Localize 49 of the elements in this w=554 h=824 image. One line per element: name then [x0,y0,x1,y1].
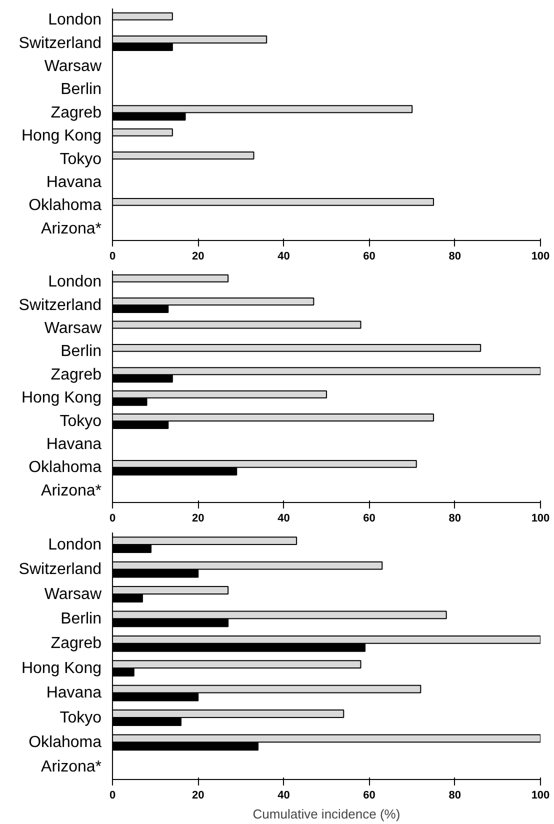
x-tick-label: 20 [192,512,204,524]
y-tick-label: Oklahoma [28,459,102,476]
y-tick-label: Arizona* [41,220,102,238]
y-tick-label: Warsaw [44,58,102,75]
y-tick-label: Oklahoma [28,734,102,751]
y-tick-label: Switzerland [18,561,102,578]
y-tick-label: Warsaw [44,320,102,337]
x-tick-label: 80 [448,512,462,524]
y-tick-label: Tokyo [60,150,102,168]
x-tick-label: 40 [278,790,290,802]
x-tick-label: 80 [448,790,462,802]
y-tick-label: Hong Kong [21,660,102,677]
y-tick-label: Zagreb [50,635,102,652]
x-axis-title: Cumulative incidence (%) [252,806,400,822]
y-tick-label: Havana [46,436,102,453]
y-tick-label: Berlin [60,81,102,98]
y-tick-label: Hong Kong [21,128,102,145]
y-tick-label: London [48,274,102,291]
x-tick-label: 80 [448,250,462,262]
y-tick-label: Switzerland [18,34,102,52]
x-tick-label: 0 [109,790,116,802]
y-tick-label: Arizona* [41,482,102,500]
y-tick-label: Arizona* [41,758,102,776]
y-tick-label: London [48,12,102,29]
x-tick-label: 0 [109,512,116,524]
x-tick-label: 0 [109,250,116,262]
y-tick-label: Hong Kong [21,390,102,407]
x-tick-label: 60 [363,790,376,802]
y-tick-label: Zagreb [50,104,102,122]
x-tick-label: 100 [531,250,550,262]
y-tick-label: Switzerland [18,296,102,314]
y-tick-label: Berlin [60,343,102,360]
y-tick-label: Berlin [60,610,102,628]
x-tick-label: 60 [363,512,376,524]
x-tick-label: 40 [278,250,290,262]
y-tick-label: Havana [46,174,102,191]
y-tick-label: Zagreb [50,366,102,384]
x-tick-label: 40 [278,512,290,524]
y-tick-label: Oklahoma [28,197,102,214]
x-tick-label: 100 [531,790,550,802]
y-tick-label: Warsaw [44,586,102,603]
y-tick-label: London [48,536,102,554]
y-tick-label: Tokyo [60,709,102,726]
y-tick-label: Havana [46,684,102,702]
x-tick-label: 20 [192,790,204,802]
x-tick-label: 60 [363,250,376,262]
x-tick-label: 100 [531,512,550,524]
y-tick-label: Tokyo [60,412,102,430]
x-tick-label: 20 [192,250,204,262]
